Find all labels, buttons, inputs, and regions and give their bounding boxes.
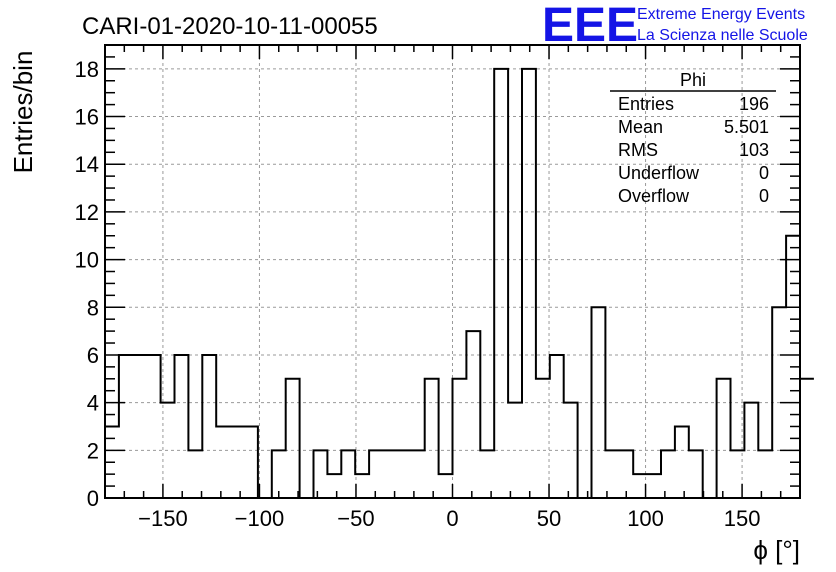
plot-frame	[104, 44, 801, 499]
eee-logo: EEE Extreme Energy Events La Scienza nel…	[542, 0, 808, 52]
y-tick-label: 8	[87, 295, 99, 320]
axis-ticks	[105, 44, 801, 499]
y-tick-label: 14	[75, 152, 99, 177]
stats-value: 5.501	[724, 117, 769, 137]
x-tick-label: 0	[446, 506, 458, 531]
logo-text: EEE	[542, 0, 638, 52]
y-tick-label: 18	[75, 57, 99, 82]
y-tick-label: 4	[87, 391, 99, 416]
y-tick-label: 12	[75, 200, 99, 225]
y-tick-label: 10	[75, 248, 99, 273]
histogram-outline	[104, 67, 814, 499]
y-axis-label: Entries/bin	[8, 51, 38, 174]
stats-label: Mean	[618, 117, 663, 137]
stats-value: 0	[759, 163, 769, 183]
stats-box: Phi Entries 196 Mean 5.501 RMS 103 Underflow 0 O…	[610, 70, 776, 206]
y-tick-label: 2	[87, 438, 99, 463]
x-tick-label: −150	[138, 506, 188, 531]
logo-line-2: La Scienza nelle Scuole	[637, 27, 808, 44]
stats-value: 0	[759, 186, 769, 206]
stats-label: Overflow	[618, 186, 690, 206]
x-tick-labels: −150 −100 −50 0 50 100 150	[138, 506, 760, 531]
x-tick-label: 100	[627, 506, 664, 531]
x-tick-label: −100	[235, 506, 285, 531]
chart-title: CARI-01-2020-10-11-00055	[82, 13, 378, 40]
y-tick-labels: 0 2 4 6 8 10 12 14 16 18	[75, 57, 99, 511]
y-tick-label: 16	[75, 105, 99, 130]
x-tick-label: 150	[724, 506, 761, 531]
x-tick-label: 50	[537, 506, 561, 531]
x-tick-label: −50	[337, 506, 374, 531]
grid-lines	[105, 45, 800, 498]
stats-label: RMS	[618, 140, 658, 160]
x-axis-label: ϕ [°]	[753, 535, 800, 565]
stats-label: Entries	[618, 94, 674, 114]
stats-label: Underflow	[618, 163, 700, 183]
stats-box-title: Phi	[680, 70, 706, 90]
logo-line-1: Extreme Energy Events	[637, 6, 805, 23]
y-tick-label: 0	[87, 486, 99, 511]
y-tick-label: 6	[87, 343, 99, 368]
stats-value: 103	[739, 140, 769, 160]
stats-value: 196	[739, 94, 769, 114]
